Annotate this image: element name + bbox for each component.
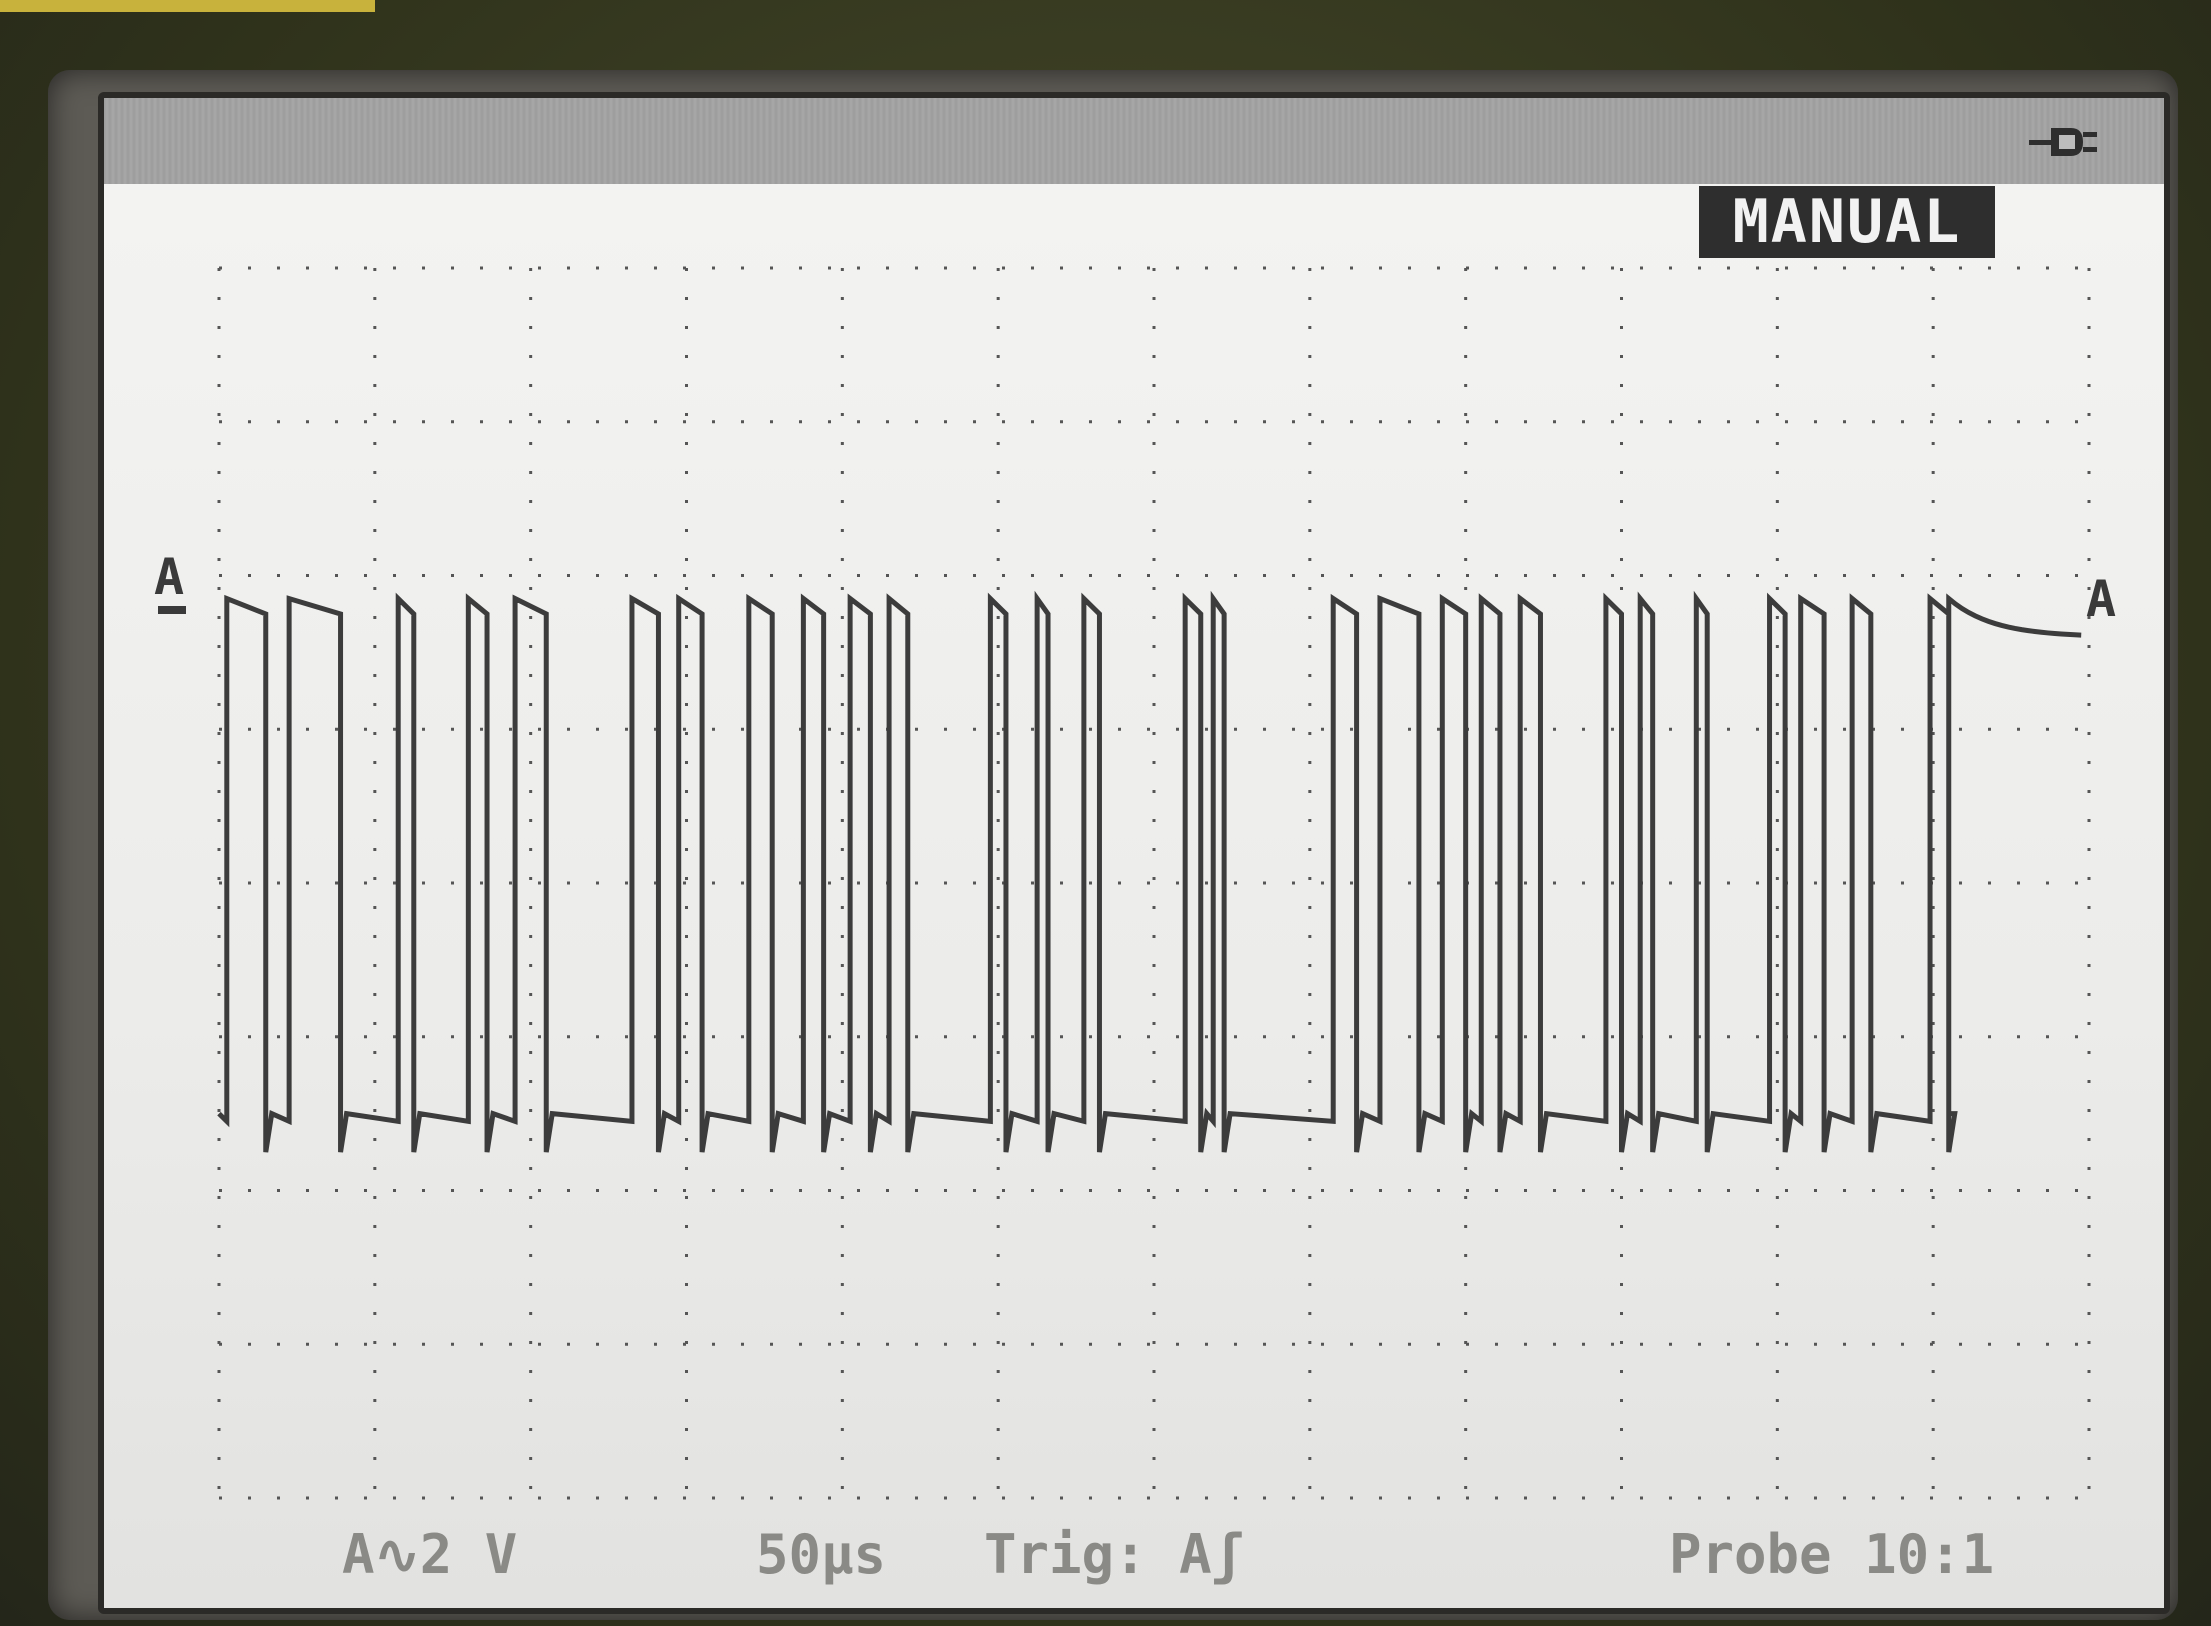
time-per-div-readout[interactable]: 50µs [756, 1523, 887, 1586]
mode-badge[interactable]: MANUAL [1699, 186, 1995, 258]
device-trim [0, 0, 375, 12]
power-plug-icon [2029, 128, 2097, 156]
bottom-readout-bar: A∿2 V 50µs Trig: Aʃ Probe 10:1 [104, 1523, 2164, 1603]
graticule [217, 266, 2091, 1500]
trigger-readout[interactable]: Trig: Aʃ [984, 1523, 1245, 1586]
top-status-bar [104, 98, 2164, 184]
channel-a-level-marker: A [154, 548, 185, 606]
volts-per-div-readout[interactable]: A∿2 V [342, 1523, 518, 1586]
waveform-display [217, 266, 2091, 1500]
probe-ratio-readout: Probe 10:1 [1669, 1523, 1995, 1586]
oscilloscope-screen: MANUAL A A A∿2 V 50µs Trig: Aʃ Probe 10:… [98, 92, 2170, 1614]
ground-marker-bar [158, 606, 186, 614]
channel-a-trace [217, 590, 2082, 1153]
channel-a-trace-label: A [2086, 570, 2117, 628]
